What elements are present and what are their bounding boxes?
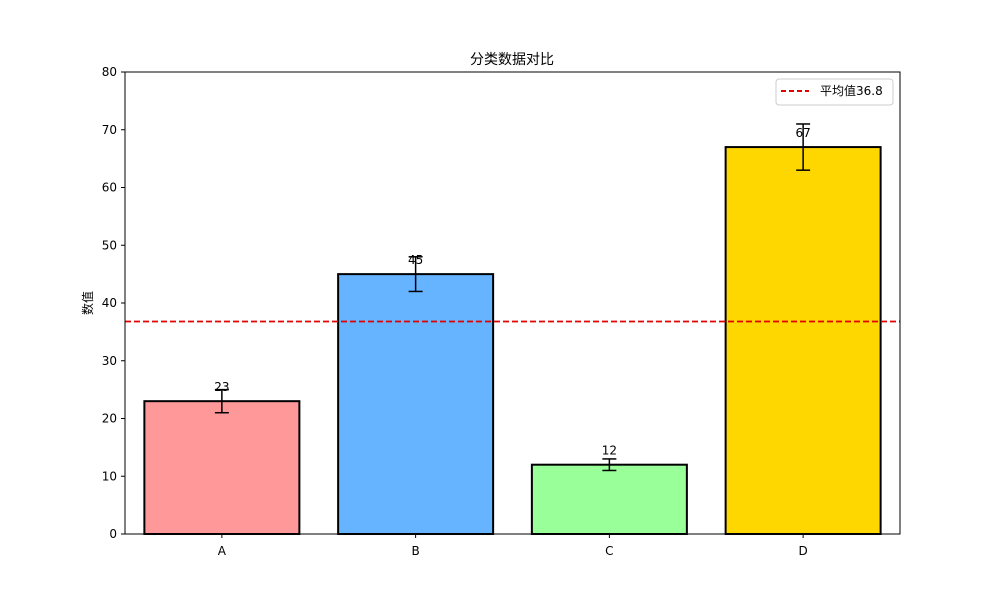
legend-entry-average: 平均值36.8 <box>820 83 883 98</box>
y-tick-label-20: 20 <box>102 412 117 426</box>
data-label-c: 12 <box>602 444 617 458</box>
bar-d <box>724 146 882 535</box>
y-axis-label: 数值 <box>80 291 95 315</box>
y-tick-label-60: 60 <box>102 181 117 195</box>
y-tick-label-70: 70 <box>102 123 117 137</box>
data-label-a: 23 <box>214 380 229 394</box>
data-label-b: 45 <box>408 253 423 267</box>
data-label-d: 67 <box>795 126 810 140</box>
x-tick-label-a: A <box>218 544 227 558</box>
y-tick-label-30: 30 <box>102 354 117 368</box>
bar-b <box>337 273 495 535</box>
chart-title: 分类数据对比 <box>470 52 554 68</box>
bar-c <box>530 463 688 536</box>
y-tick-label-50: 50 <box>102 238 117 252</box>
legend-box <box>775 78 894 106</box>
axes-frame <box>124 71 901 535</box>
y-tick-label-0: 0 <box>109 527 117 541</box>
x-tick-label-c: C <box>605 544 613 558</box>
legend: 平均值36.8 <box>775 78 894 106</box>
plot-area: 23 A 45 B 12 C 67 D 0 10 20 30 40 50 60 70 80 <box>102 65 901 558</box>
y-tick-label-40: 40 <box>102 296 117 310</box>
bar-a <box>143 400 301 535</box>
x-tick-label-d: D <box>799 544 808 558</box>
y-tick-label-80: 80 <box>102 65 117 79</box>
x-tick-label-b: B <box>412 544 420 558</box>
y-tick-label-10: 10 <box>102 469 117 483</box>
